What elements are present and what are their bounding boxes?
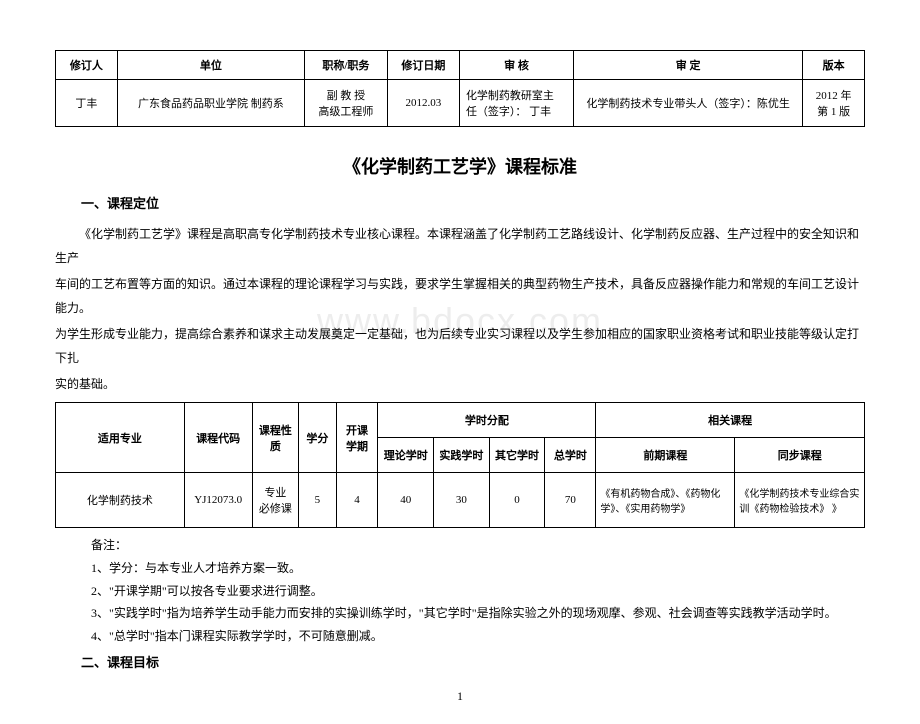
text-line: 2012 年 — [807, 87, 860, 103]
paragraph: 车间的工艺布置等方面的知识。通过本课程的理论课程学习与实践，要求学生掌握相关的典… — [55, 272, 865, 320]
th-audit: 审 核 — [459, 51, 573, 80]
cell-sync: 《化学制药技术专业综合实训《药物检验技术》 》 — [735, 473, 865, 528]
course-table: 适用专业 课程代码 课程性质 学分 开课学期 学时分配 相关课程 理论学时 实践… — [55, 402, 865, 528]
cell-code: YJ12073.0 — [184, 473, 252, 528]
text-line: 高级工程师 — [309, 103, 383, 119]
cell-title: 副 教 授 高级工程师 — [305, 80, 388, 127]
th-credit: 学分 — [299, 403, 336, 473]
cell-unit: 广东食品药品职业学院 制药系 — [117, 80, 304, 127]
th-pre: 前期课程 — [596, 438, 735, 473]
doc-title: 《化学制药工艺学》课程标准 — [55, 153, 865, 179]
cell-nature: 专业 必修课 — [252, 473, 298, 528]
text-line: 化学制药教研室主 — [466, 87, 569, 103]
th-approve: 审 定 — [574, 51, 803, 80]
th-sem: 开课学期 — [336, 403, 378, 473]
section-heading-1: 一、课程定位 — [55, 193, 865, 212]
th-practice: 实践学时 — [434, 438, 490, 473]
cell-sem: 4 — [336, 473, 378, 528]
cell-theory: 40 — [378, 473, 434, 528]
cell-total: 70 — [545, 473, 596, 528]
th-code: 课程代码 — [184, 403, 252, 473]
cell-credit: 5 — [299, 473, 336, 528]
th-theory: 理论学时 — [378, 438, 434, 473]
text-line: 副 教 授 — [309, 87, 383, 103]
paragraph: 为学生形成专业能力，提高综合素养和谋求主动发展奠定一定基础，也为后续专业实习课程… — [55, 322, 865, 370]
text-line: 专业 — [257, 484, 294, 500]
th-unit: 单位 — [117, 51, 304, 80]
notes-block: 备注： 1、学分：与本专业人才培养方案一致。 2、"开课学期"可以按各专业要求进… — [91, 534, 865, 648]
cell-version: 2012 年 第 1 版 — [803, 80, 865, 127]
notes-label: 备注： — [91, 534, 865, 557]
th-rel: 相关课程 — [596, 403, 865, 438]
cell-approve: 化学制药技术专业带头人（签字）：陈优生 — [574, 80, 803, 127]
text-line: 任（签字）： 丁丰 — [466, 103, 569, 119]
cell-practice: 30 — [434, 473, 490, 528]
th-other: 其它学时 — [489, 438, 545, 473]
text-line: 必修课 — [257, 500, 294, 516]
cell-reviser: 丁丰 — [56, 80, 118, 127]
note-line: 3、"实践学时"指为培养学生动手能力而安排的实操训练学时，"其它学时"是指除实验… — [91, 602, 865, 625]
page-content: 修订人 单位 职称/职务 修订日期 审 核 审 定 版本 丁丰 广东食品药品职业… — [0, 0, 920, 724]
cell-other: 0 — [489, 473, 545, 528]
cell-audit: 化学制药教研室主 任（签字）： 丁丰 — [459, 80, 573, 127]
table-row: 修订人 单位 职称/职务 修订日期 审 核 审 定 版本 — [56, 51, 865, 80]
note-line: 4、"总学时"指本门课程实际教学学时，不可随意删减。 — [91, 625, 865, 648]
th-sync: 同步课程 — [735, 438, 865, 473]
note-line: 1、学分：与本专业人才培养方案一致。 — [91, 557, 865, 580]
table-row: 丁丰 广东食品药品职业学院 制药系 副 教 授 高级工程师 2012.03 化学… — [56, 80, 865, 127]
revision-table: 修订人 单位 职称/职务 修订日期 审 核 审 定 版本 丁丰 广东食品药品职业… — [55, 50, 865, 127]
th-nature: 课程性质 — [252, 403, 298, 473]
paragraph: 实的基础。 — [55, 372, 865, 396]
paragraph: 《化学制药工艺学》课程是高职高专化学制药技术专业核心课程。本课程涵盖了化学制药工… — [55, 222, 865, 270]
text-line: 第 1 版 — [807, 103, 860, 119]
th-version: 版本 — [803, 51, 865, 80]
page-number: 1 — [55, 689, 865, 704]
th-reviser: 修订人 — [56, 51, 118, 80]
note-line: 2、"开课学期"可以按各专业要求进行调整。 — [91, 580, 865, 603]
section-heading-2: 二、课程目标 — [55, 652, 865, 671]
th-date: 修订日期 — [387, 51, 459, 80]
table-row: 适用专业 课程代码 课程性质 学分 开课学期 学时分配 相关课程 — [56, 403, 865, 438]
th-title: 职称/职务 — [305, 51, 388, 80]
cell-date: 2012.03 — [387, 80, 459, 127]
table-row: 化学制药技术 YJ12073.0 专业 必修课 5 4 40 30 0 70 《… — [56, 473, 865, 528]
th-dist: 学时分配 — [378, 403, 596, 438]
cell-major: 化学制药技术 — [56, 473, 185, 528]
th-total: 总学时 — [545, 438, 596, 473]
cell-pre: 《有机药物合成》、《药物化学》、《实用药物学》 — [596, 473, 735, 528]
th-major: 适用专业 — [56, 403, 185, 473]
